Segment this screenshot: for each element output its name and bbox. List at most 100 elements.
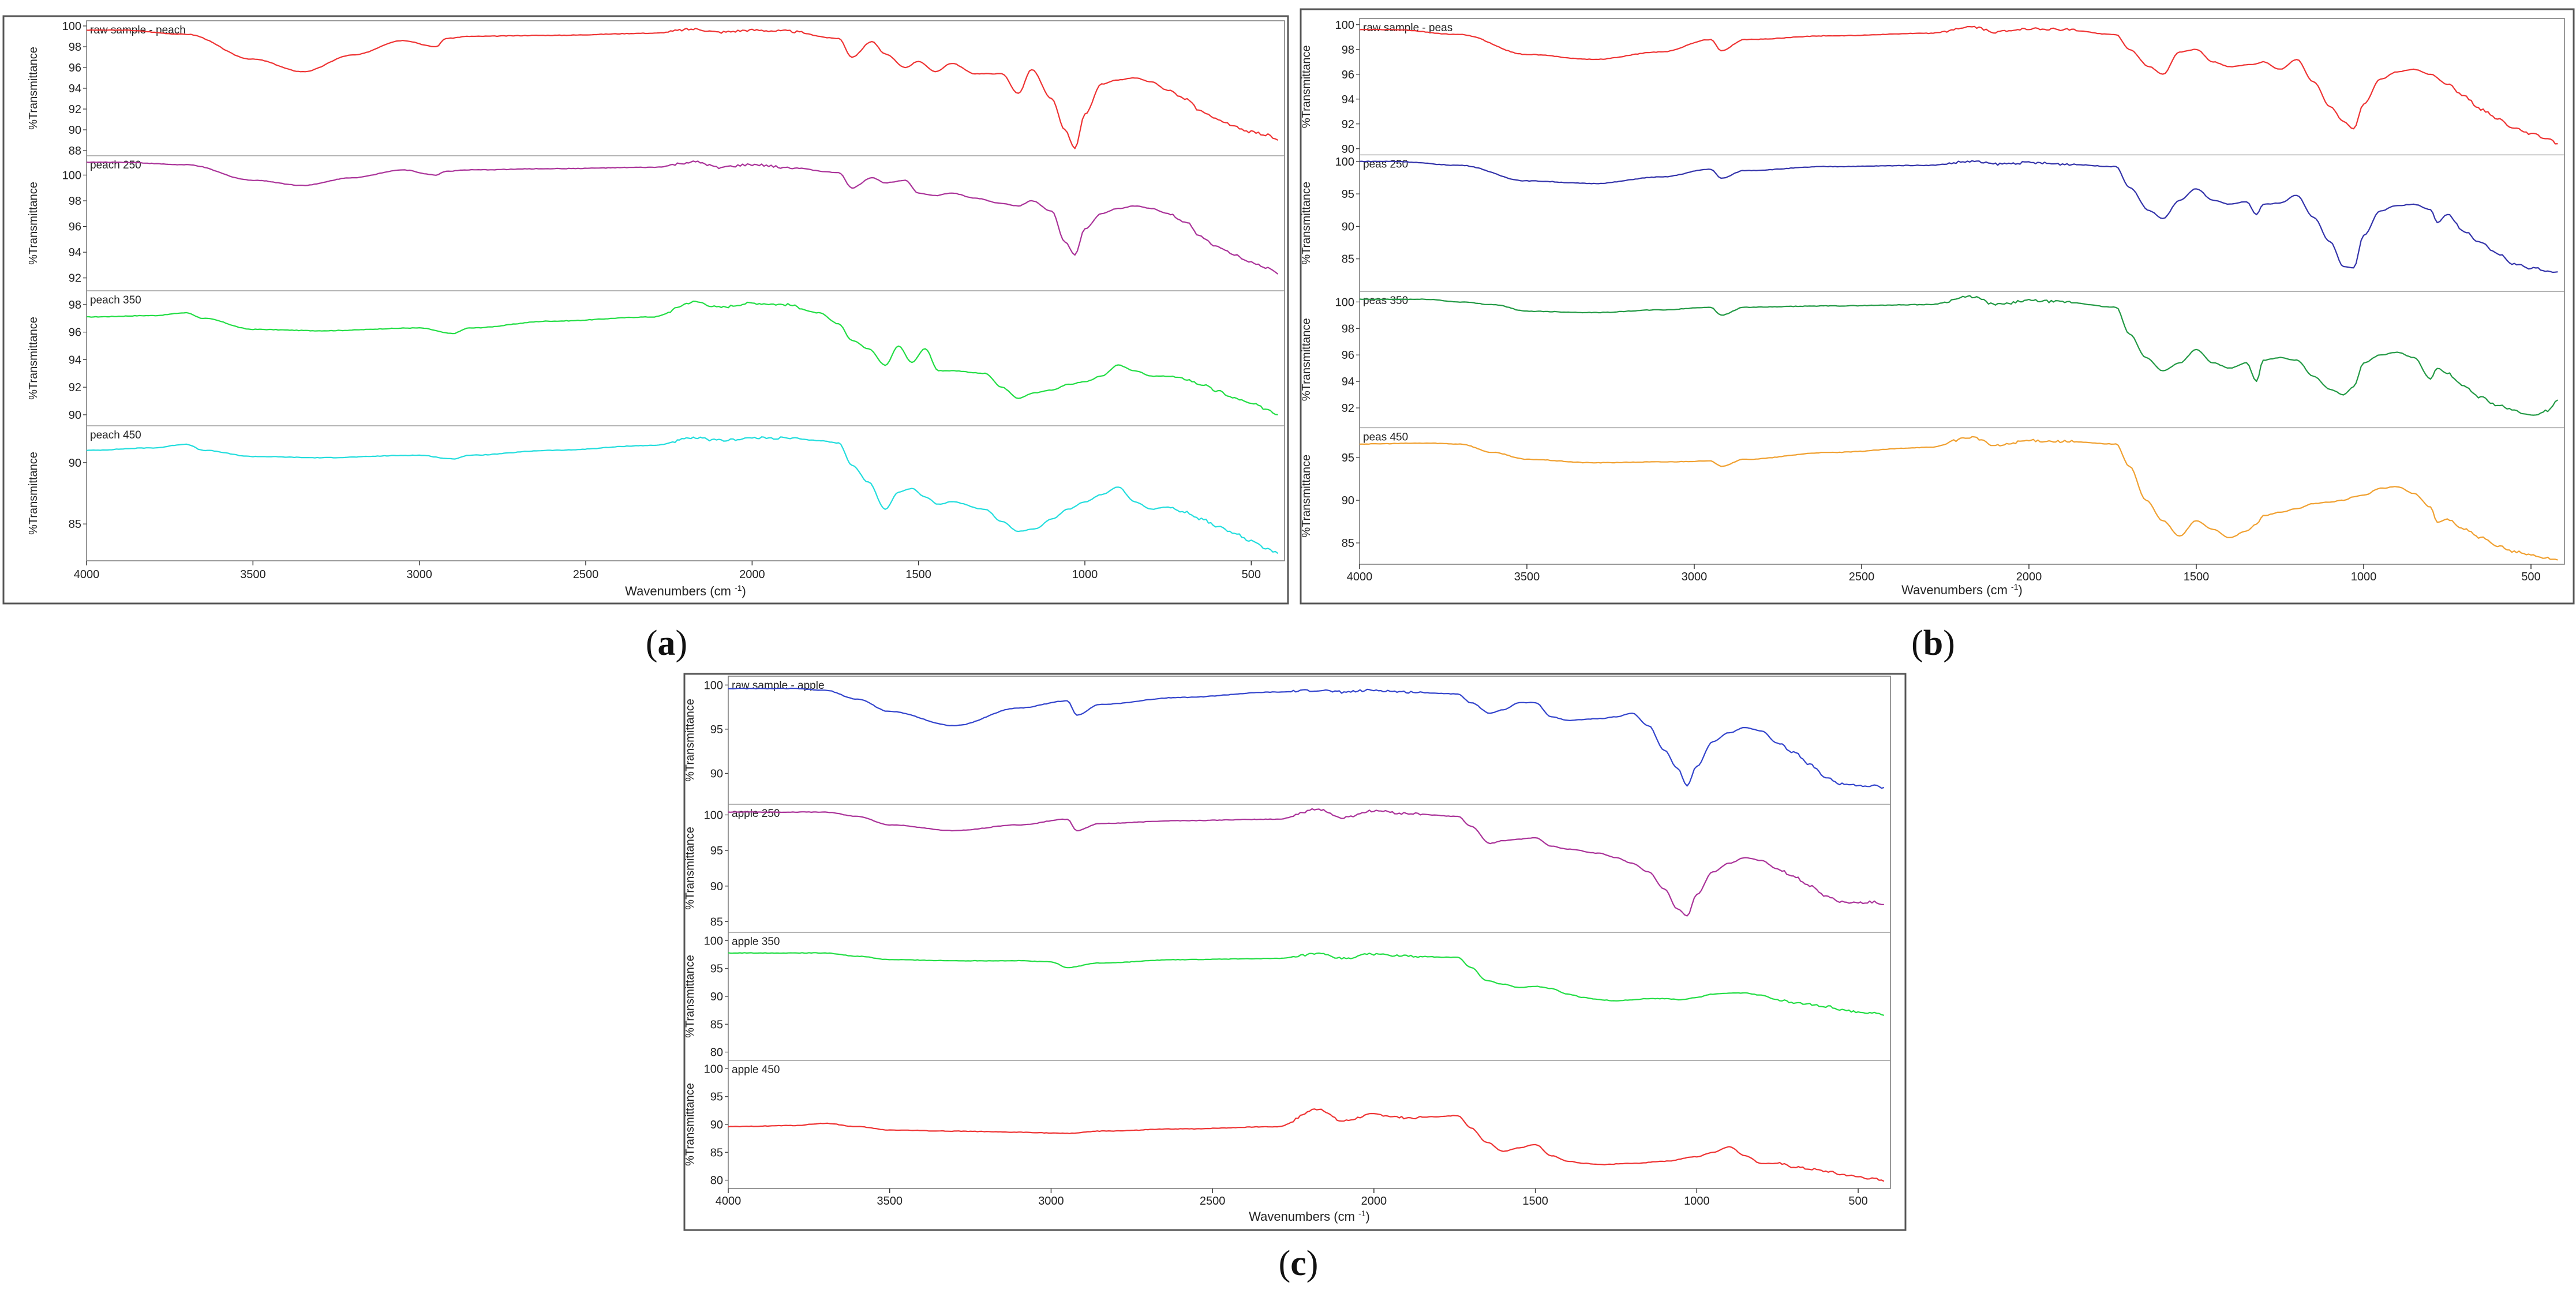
y-tick-label: 100 xyxy=(704,935,723,947)
x-tick-label: 2500 xyxy=(1200,1195,1226,1208)
series-line xyxy=(1359,436,2558,561)
y-tick-label: 80 xyxy=(710,1175,723,1187)
panel-c-1: 100 95 90 85 %Transmittance apple 250 xyxy=(684,804,1890,929)
y-axis-label: %Transmittance xyxy=(684,955,697,1038)
panel-a-2: 98 96 94 92 90 %Transmittance peach 350 xyxy=(27,290,1285,422)
x-axis-label-sup: -1 xyxy=(735,583,742,593)
caption-c-letter: c xyxy=(1290,1244,1306,1283)
y-axis-label: %Transmittance xyxy=(684,1083,697,1166)
x-tick-label: 3000 xyxy=(1682,571,1708,583)
y-tick-label: 100 xyxy=(704,1063,723,1075)
y-axis-label: %Transmittance xyxy=(684,827,697,910)
y-axis-label: %Transmittance xyxy=(1300,45,1313,128)
panel-title: peas 250 xyxy=(1363,159,1408,171)
series-line xyxy=(86,160,1279,275)
x-tick-label: 1000 xyxy=(2351,571,2377,583)
x-tick-label: 2000 xyxy=(739,568,765,581)
x-tick-label: 2000 xyxy=(1361,1195,1387,1208)
panel-b-1: 100 95 90 85 %Transmittance peas 250 xyxy=(1300,154,2564,273)
y-tick-label: 94 xyxy=(69,83,81,95)
y-tick-label: 92 xyxy=(69,272,81,285)
caption-a-letter: a xyxy=(658,624,676,663)
chart-group-c: 4000 3500 3000 2500 2000 1500 1000 500 Wavenumbe… xyxy=(683,673,1907,1231)
x-axis-label-text: Wavenumbers (cm xyxy=(625,584,735,598)
y-tick-label: 100 xyxy=(62,20,81,33)
caption-b-letter: b xyxy=(1923,624,1943,663)
caption-b: (b) xyxy=(1911,624,1955,663)
chart-group-b: 4000 3500 3000 2500 2000 1500 1000 500 Wavenumbe… xyxy=(1300,8,2575,605)
y-tick-label: 96 xyxy=(1342,349,1354,362)
y-tick-label: 100 xyxy=(704,679,723,692)
y-tick-label: 95 xyxy=(1342,452,1354,464)
y-tick-label: 94 xyxy=(69,354,81,366)
y-tick-label: 90 xyxy=(710,1119,723,1131)
chart-frame-a xyxy=(2,15,1289,605)
y-tick-label: 96 xyxy=(1342,69,1354,81)
y-tick-label: 95 xyxy=(710,963,723,976)
y-tick-label: 95 xyxy=(710,723,723,736)
y-tick-label: 95 xyxy=(1342,188,1354,201)
caption-c-close: ) xyxy=(1306,1244,1319,1283)
caption-a: (a) xyxy=(646,624,687,663)
chart-group-a: 4000 3500 3000 2500 2000 1500 1000 500 Wavenumbe… xyxy=(2,15,1289,605)
panel-b-3: 95 90 85 %Transmittance peas 450 xyxy=(1300,427,2564,561)
y-axis-label: %Transmittance xyxy=(1300,318,1313,401)
caption-b-open: ( xyxy=(1911,624,1923,663)
y-axis-label: %Transmittance xyxy=(27,182,40,265)
panel-title: apple 350 xyxy=(732,936,780,948)
y-tick-label: 90 xyxy=(710,767,723,780)
y-tick-label: 92 xyxy=(69,103,81,116)
y-tick-label: 98 xyxy=(69,299,81,312)
y-tick-label: 100 xyxy=(62,169,81,182)
x-tick-label: 1500 xyxy=(2184,571,2210,583)
panel-a-3: 90 85 %Transmittance peach 450 xyxy=(27,425,1285,554)
y-tick-label: 100 xyxy=(1335,296,1354,309)
y-tick-label: 98 xyxy=(1342,44,1354,57)
y-tick-label: 95 xyxy=(710,1091,723,1104)
y-tick-label: 90 xyxy=(710,991,723,1003)
x-axis-label-sup: -1 xyxy=(1358,1209,1366,1218)
x-axis-label-close: ) xyxy=(1366,1209,1370,1224)
y-axis-label: %Transmittance xyxy=(27,47,40,130)
panel-title: peas 350 xyxy=(1363,295,1408,307)
y-tick-label: 85 xyxy=(69,518,81,531)
y-tick-label: 98 xyxy=(69,41,81,54)
panel-title: raw sample - peas xyxy=(1363,22,1452,34)
series-line xyxy=(1359,295,2558,416)
y-tick-label: 85 xyxy=(710,1146,723,1159)
y-tick-label: 90 xyxy=(1342,220,1354,233)
x-tick-label: 3500 xyxy=(877,1195,903,1208)
caption-b-close: ) xyxy=(1943,624,1955,663)
y-tick-label: 100 xyxy=(1335,19,1354,32)
x-tick-label: 4000 xyxy=(74,568,100,581)
y-tick-label: 85 xyxy=(710,916,723,929)
y-tick-label: 95 xyxy=(710,845,723,857)
panel-title: apple 450 xyxy=(732,1064,780,1076)
x-tick-label: 500 xyxy=(2521,571,2540,583)
y-tick-label: 98 xyxy=(1342,323,1354,335)
x-tick-label: 1000 xyxy=(1684,1195,1710,1208)
x-tick-label: 500 xyxy=(1242,568,1261,581)
x-tick-label: 3000 xyxy=(406,568,432,581)
panel-title: peas 450 xyxy=(1363,432,1408,444)
series-line xyxy=(86,436,1279,554)
x-tick-label: 1000 xyxy=(1072,568,1098,581)
caption-c-open: ( xyxy=(1279,1244,1291,1283)
series-line xyxy=(86,28,1279,149)
panel-b-2: 100 98 96 94 92 %Transmittance peas 350 xyxy=(1300,291,2564,416)
y-tick-label: 98 xyxy=(69,195,81,208)
x-tick-label: 3000 xyxy=(1038,1195,1064,1208)
x-tick-label: 1500 xyxy=(905,568,931,581)
x-tick-label: 2500 xyxy=(573,568,599,581)
series-line xyxy=(728,808,1884,917)
panel-title: peach 350 xyxy=(90,294,141,306)
caption-a-open: ( xyxy=(646,624,658,663)
x-tick-label: 1500 xyxy=(1522,1195,1548,1208)
series-line xyxy=(728,687,1885,789)
series-line xyxy=(728,1108,1885,1182)
y-tick-label: 92 xyxy=(69,381,81,394)
y-axis-label: %Transmittance xyxy=(1300,455,1313,538)
